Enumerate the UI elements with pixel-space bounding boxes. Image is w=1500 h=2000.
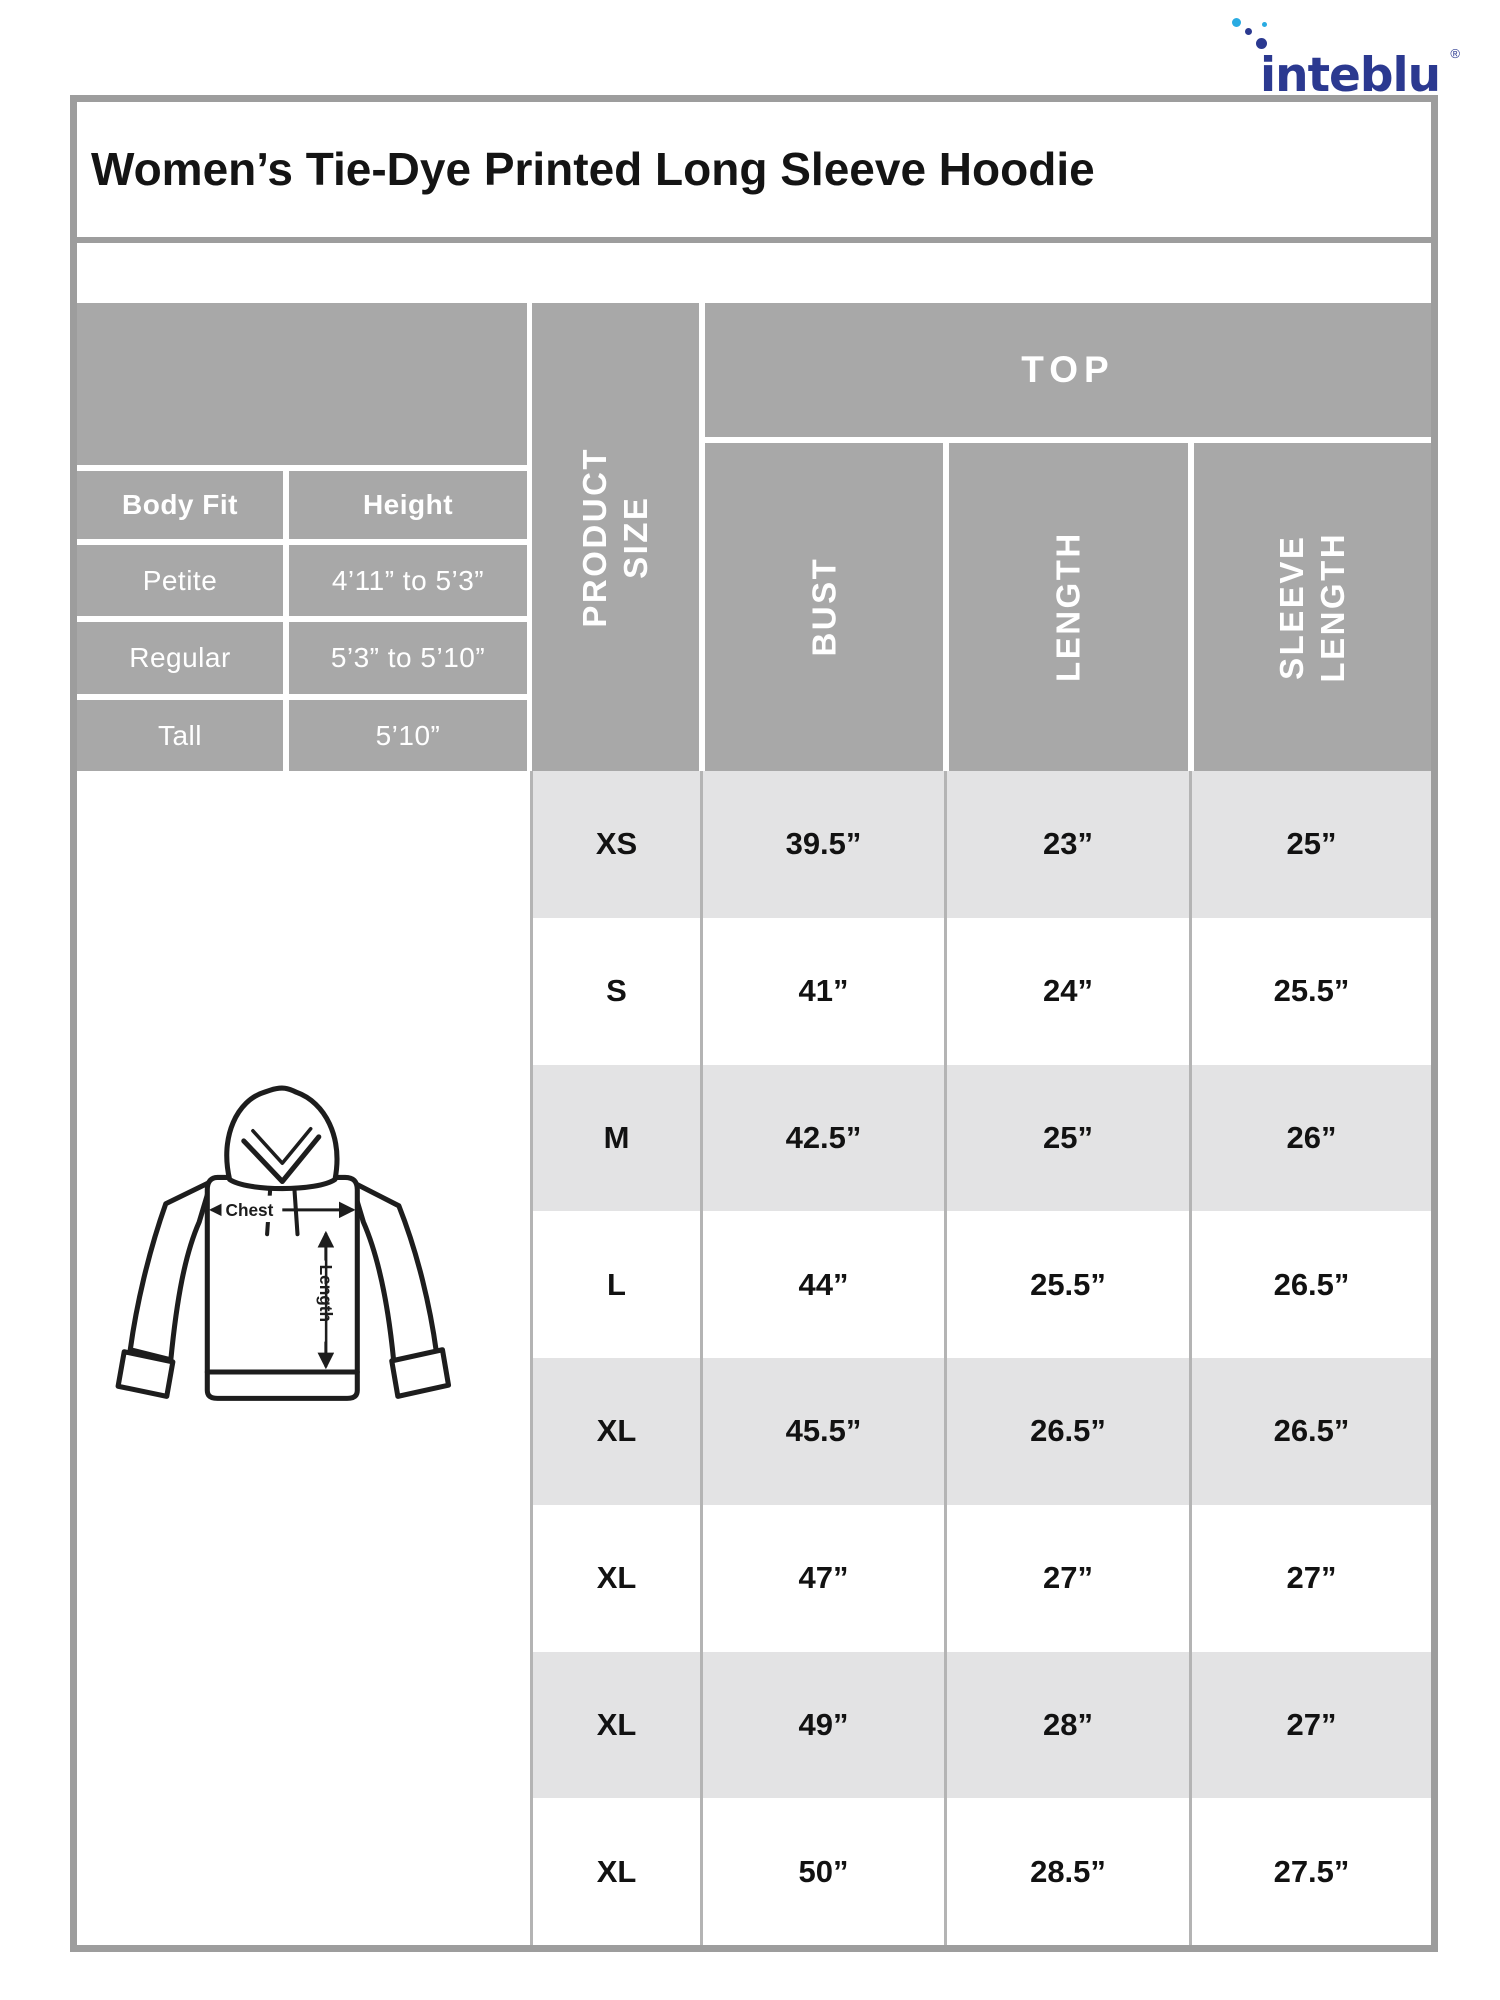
top-group-header-cell: TOP <box>705 303 1431 437</box>
bust-cell: 50” <box>700 1798 944 1945</box>
bust-cell: 42.5” <box>700 1064 944 1212</box>
body-fit-cell-regular: Regular <box>77 622 283 694</box>
size-cell: XL <box>530 1798 700 1945</box>
table-row: XL 50” 28.5” 27.5” <box>530 1798 1431 1945</box>
length-cell: 28” <box>944 1651 1189 1799</box>
length-cell: 23” <box>944 771 1189 918</box>
bust-cell: 39.5” <box>700 771 944 918</box>
height-cell-tall: 5’10” <box>289 700 527 771</box>
table-row: XL 47” 27” 27” <box>530 1504 1431 1652</box>
bust-header-label: BUST <box>805 557 843 657</box>
table-row: XS 39.5” 23” 25” <box>530 771 1431 918</box>
bust-cell: 47” <box>700 1504 944 1652</box>
body-fit-header-label: Body Fit <box>122 489 238 520</box>
table-row: XL 45.5” 26.5” 26.5” <box>530 1358 1431 1505</box>
bust-cell: 45.5” <box>700 1358 944 1505</box>
bust-header-cell: BUST <box>705 443 943 771</box>
size-cell: XL <box>530 1651 700 1799</box>
size-guide-sheet: Women’s Tie-Dye Printed Long Sleeve Hood… <box>70 95 1438 1952</box>
brand-logo: inteblu ® <box>1232 18 1460 103</box>
length-cell: 27” <box>944 1504 1189 1652</box>
sleeve-cell: 27” <box>1189 1504 1431 1652</box>
height-value: 5’3” to 5’10” <box>330 642 486 673</box>
logo-dot-icon <box>1245 28 1252 35</box>
sleeve-cell: 25.5” <box>1189 917 1431 1065</box>
size-cell: XS <box>530 771 700 918</box>
size-cell: M <box>530 1064 700 1212</box>
product-size-header-cell: PRODUCT SIZE <box>532 303 699 771</box>
sleeve-header-line2: LENGTH <box>1314 531 1352 683</box>
sleeve-length-header-cell: SLEEVE LENGTH <box>1194 443 1431 771</box>
hoodie-hood-opening <box>241 1134 322 1185</box>
size-chart-rows: XS 39.5” 23” 25” S 41” 24” 25.5” M 42.5”… <box>530 771 1431 1945</box>
hoodie-left-cuff <box>115 1349 176 1399</box>
length-header-label: LENGTH <box>1049 531 1087 683</box>
body-fit-cell-petite: Petite <box>77 545 283 616</box>
sleeve-cell: 27” <box>1189 1651 1431 1799</box>
table-row: XL 49” 28” 27” <box>530 1651 1431 1799</box>
height-value: 5’10” <box>375 719 441 751</box>
product-size-line1: PRODUCT <box>576 446 614 628</box>
logo-dot-icon <box>1256 38 1267 49</box>
body-fit-value: Petite <box>142 564 218 596</box>
length-header-cell: LENGTH <box>949 443 1188 771</box>
height-cell-petite: 4’11” to 5’3” <box>289 545 527 616</box>
table-row: L 44” 25.5” 26.5” <box>530 1211 1431 1358</box>
height-header-label: Height <box>362 489 454 520</box>
hoodie-hood <box>224 1085 340 1192</box>
size-cell: XL <box>530 1504 700 1652</box>
sleeve-cell: 27.5” <box>1189 1798 1431 1945</box>
size-cell: L <box>530 1211 700 1358</box>
length-label: Length <box>316 1265 336 1322</box>
size-cell: S <box>530 917 700 1065</box>
page-title: Women’s Tie-Dye Printed Long Sleeve Hood… <box>91 143 1095 195</box>
length-cell: 25.5” <box>944 1211 1189 1358</box>
product-size-header-label: PRODUCT SIZE <box>574 447 657 628</box>
sleeve-length-header-label: SLEEVE LENGTH <box>1271 532 1354 683</box>
hoodie-diagram: Chest Length <box>115 1085 452 1401</box>
height-header-cell: Height <box>289 471 527 539</box>
hoodie-right-sleeve <box>348 1178 439 1365</box>
product-size-line2: SIZE <box>617 495 655 579</box>
body-fit-header-cell: Body Fit <box>77 471 283 539</box>
bust-cell: 41” <box>700 917 944 1065</box>
body-fit-value: Tall <box>157 719 202 751</box>
length-cell: 24” <box>944 917 1189 1065</box>
sleeve-cell: 26” <box>1189 1064 1431 1212</box>
table-row: S 41” 24” 25.5” <box>530 917 1431 1065</box>
sleeve-cell: 26.5” <box>1189 1211 1431 1358</box>
length-cell: 25” <box>944 1064 1189 1212</box>
sleeve-cell: 26.5” <box>1189 1358 1431 1505</box>
height-value: 4’11” to 5’3” <box>331 564 485 596</box>
hoodie-left-sleeve <box>127 1178 214 1363</box>
bust-cell: 44” <box>700 1211 944 1358</box>
registered-trademark-icon: ® <box>1450 46 1460 61</box>
sleeve-cell: 25” <box>1189 771 1431 918</box>
hoodie-right-cuff <box>389 1347 452 1399</box>
top-group-header-label: TOP <box>1021 349 1115 390</box>
title-box: Women’s Tie-Dye Printed Long Sleeve Hood… <box>77 102 1431 243</box>
brand-name: inteblu <box>1260 48 1441 103</box>
left-panel-spacer <box>77 303 527 465</box>
sleeve-header-line1: SLEEVE <box>1273 534 1311 680</box>
table-row: M 42.5” 25” 26” <box>530 1064 1431 1212</box>
logo-dot-icon <box>1262 22 1267 27</box>
size-cell: XL <box>530 1358 700 1505</box>
length-cell: 26.5” <box>944 1358 1189 1505</box>
body-fit-value: Regular <box>129 642 231 673</box>
hoodie-hem <box>204 1369 360 1401</box>
height-cell-regular: 5’3” to 5’10” <box>289 622 527 694</box>
body-fit-cell-tall: Tall <box>77 700 283 771</box>
logo-dot-icon <box>1232 18 1241 27</box>
chest-label: Chest <box>226 1200 274 1220</box>
bust-cell: 49” <box>700 1651 944 1799</box>
length-cell: 28.5” <box>944 1798 1189 1945</box>
hoodie-hood-opening-inner <box>251 1127 313 1166</box>
